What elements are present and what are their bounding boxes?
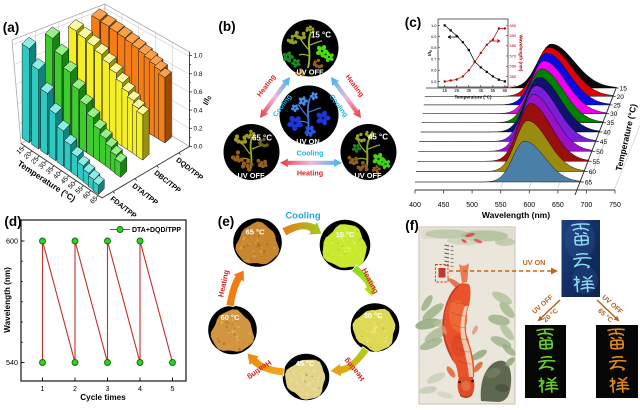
svg-text:DTA+DQD/TPP: DTA+DQD/TPP	[132, 227, 181, 234]
svg-text:DBC/TPP: DBC/TPP	[152, 168, 183, 195]
svg-text:0.2: 0.2	[194, 126, 203, 133]
svg-text:Cooling: Cooling	[297, 149, 324, 158]
svg-text:580: 580	[510, 43, 517, 48]
svg-text:(c): (c)	[405, 15, 422, 30]
svg-text:60: 60	[589, 169, 597, 176]
svg-text:5: 5	[171, 384, 175, 393]
svg-text:0.0: 0.0	[194, 144, 203, 151]
svg-text:(a): (a)	[3, 20, 20, 35]
svg-text:35: 35	[607, 120, 615, 127]
svg-text:(e): (e)	[218, 214, 235, 229]
svg-text:0.7: 0.7	[431, 56, 437, 61]
svg-text:35: 35	[45, 165, 55, 175]
svg-text:UV ON: UV ON	[523, 258, 546, 267]
svg-text:0.9: 0.9	[431, 34, 437, 39]
svg-text:50: 50	[67, 180, 77, 190]
svg-text:25: 25	[613, 102, 621, 109]
svg-text:15 °C: 15 °C	[311, 31, 331, 40]
svg-text:20: 20	[23, 151, 33, 161]
svg-text:Temperature (°C): Temperature (°C)	[455, 95, 492, 100]
svg-text:0.8: 0.8	[194, 71, 203, 78]
svg-text:25: 25	[30, 156, 40, 166]
svg-text:540: 540	[510, 84, 517, 89]
svg-text:45: 45	[478, 88, 483, 93]
svg-text:60 °C: 60 °C	[221, 313, 240, 322]
svg-text:15: 15	[16, 146, 26, 156]
svg-text:700: 700	[581, 202, 593, 209]
svg-text:40: 40	[603, 130, 611, 137]
svg-text:3: 3	[106, 384, 110, 393]
svg-text:30: 30	[38, 160, 48, 170]
svg-text:(f): (f)	[405, 218, 419, 233]
svg-text:600: 600	[510, 23, 517, 28]
svg-text:65 °C: 65 °C	[596, 307, 614, 324]
svg-text:35: 35	[466, 88, 471, 93]
svg-text:30 °C: 30 °C	[364, 311, 383, 320]
svg-text:Cycle times: Cycle times	[80, 393, 126, 402]
svg-text:45: 45	[600, 139, 608, 146]
svg-text:1.0: 1.0	[194, 53, 203, 60]
svg-text:450: 450	[438, 202, 450, 209]
svg-text:45 °C: 45 °C	[368, 133, 388, 142]
svg-text:Heating: Heating	[344, 74, 365, 99]
svg-text:0.5: 0.5	[431, 79, 437, 84]
svg-text:650: 650	[552, 202, 564, 209]
svg-text:UV OFF: UV OFF	[354, 171, 382, 180]
svg-text:570: 570	[510, 53, 517, 58]
svg-text:550: 550	[495, 202, 507, 209]
svg-text:0.4: 0.4	[194, 107, 203, 114]
svg-text:55: 55	[593, 159, 601, 166]
svg-text:UV OFF: UV OFF	[296, 68, 324, 77]
svg-text:Wavelength (nm): Wavelength (nm)	[482, 210, 550, 220]
svg-text:750: 750	[609, 202, 621, 209]
svg-text:400: 400	[409, 202, 421, 209]
svg-text:65 °C: 65 °C	[246, 228, 265, 237]
svg-text:Heating: Heating	[297, 169, 323, 178]
svg-text:(b): (b)	[218, 19, 235, 34]
svg-text:600: 600	[6, 237, 18, 246]
svg-text:30: 30	[610, 111, 618, 118]
svg-text:50: 50	[596, 149, 604, 156]
svg-text:20: 20	[617, 94, 625, 101]
svg-text:600: 600	[523, 202, 535, 209]
svg-text:1.0: 1.0	[431, 23, 437, 28]
svg-text:15: 15	[442, 88, 447, 93]
svg-text:65 °C: 65 °C	[252, 134, 272, 143]
svg-text:40: 40	[52, 170, 62, 180]
svg-text:65: 65	[503, 88, 508, 93]
svg-text:60: 60	[82, 190, 92, 200]
svg-text:2: 2	[73, 384, 77, 393]
svg-text:65: 65	[585, 180, 593, 187]
svg-text:1: 1	[41, 384, 45, 393]
svg-text:Wavelength (nm): Wavelength (nm)	[3, 267, 12, 333]
svg-text:0.6: 0.6	[194, 89, 203, 96]
svg-text:550: 550	[510, 74, 517, 79]
svg-text:I/I0: I/I0	[427, 50, 433, 56]
svg-text:590: 590	[510, 33, 517, 38]
svg-text:55: 55	[74, 185, 84, 195]
svg-text:Heating: Heating	[256, 74, 277, 99]
svg-text:DTA/TPP: DTA/TPP	[131, 181, 161, 207]
svg-text:(d): (d)	[4, 214, 21, 229]
svg-text:25: 25	[454, 88, 459, 93]
svg-text:0.8: 0.8	[431, 45, 437, 50]
svg-text:UV ON: UV ON	[296, 137, 319, 146]
svg-text:0.6: 0.6	[431, 68, 437, 73]
svg-text:15 °C: 15 °C	[336, 230, 355, 239]
svg-text:DQD/TPP: DQD/TPP	[174, 155, 205, 182]
svg-text:4: 4	[138, 384, 142, 393]
svg-text:FDA/TPP: FDA/TPP	[109, 194, 139, 220]
svg-text:540: 540	[6, 358, 18, 367]
svg-text:560: 560	[510, 64, 517, 69]
svg-text:Cooling: Cooling	[285, 211, 321, 222]
svg-text:Wavelength (nm): Wavelength (nm)	[519, 35, 524, 72]
svg-text:I/I0: I/I0	[201, 94, 214, 106]
svg-text:55: 55	[491, 88, 496, 93]
svg-text:UV OFF: UV OFF	[237, 171, 265, 180]
svg-text:45: 45	[60, 175, 70, 185]
svg-text:15: 15	[620, 86, 628, 93]
svg-text:45 °C: 45 °C	[296, 359, 315, 368]
svg-text:65: 65	[89, 195, 99, 205]
svg-text:500: 500	[466, 202, 478, 209]
